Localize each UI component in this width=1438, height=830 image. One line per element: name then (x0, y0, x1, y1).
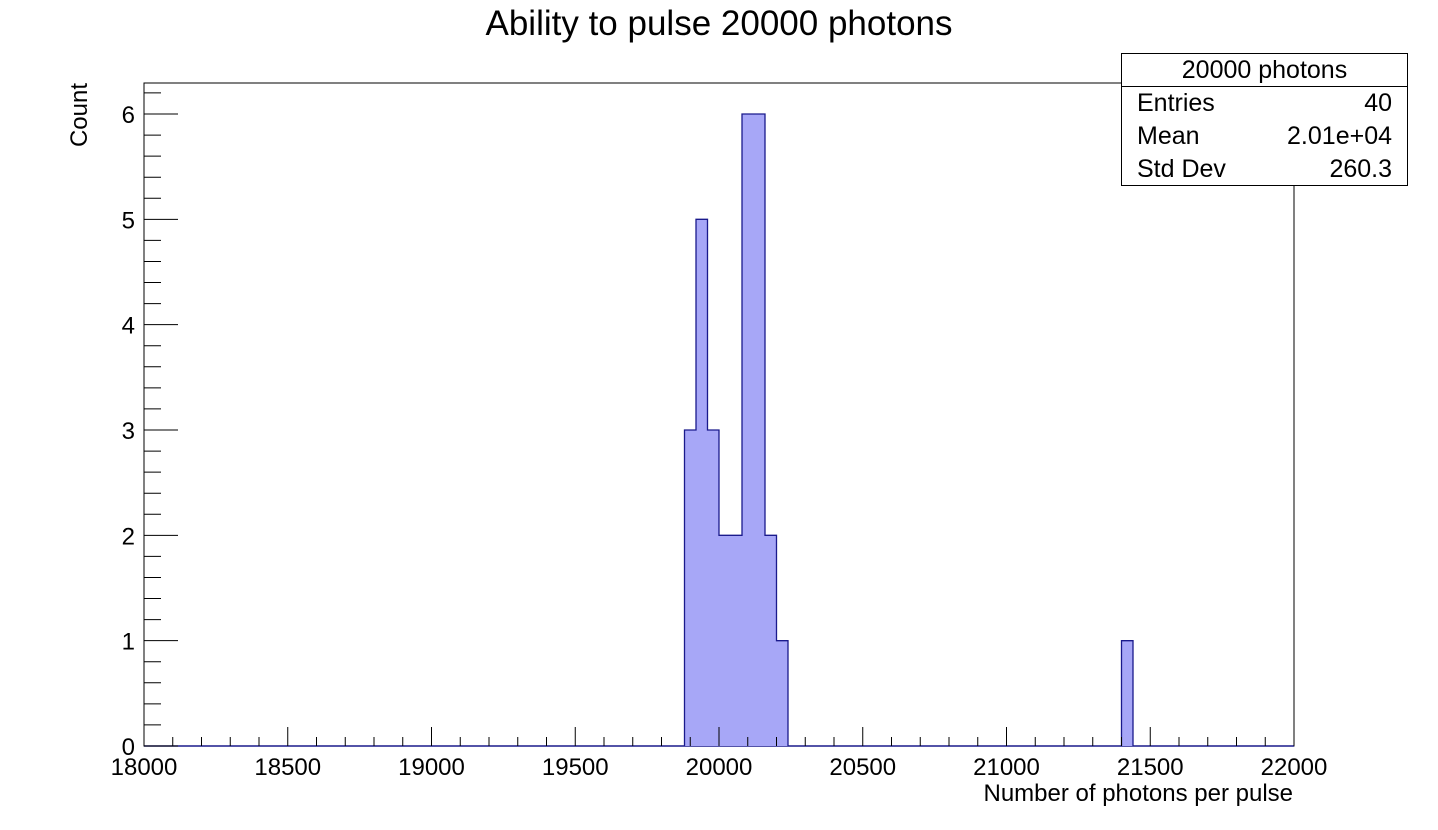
histogram-bar (765, 535, 777, 746)
x-tick-label: 22000 (1261, 754, 1328, 781)
stats-entries-label: Entries (1137, 89, 1215, 117)
histogram-bar (696, 219, 708, 747)
stats-std-dev-value: 260.3 (1329, 155, 1392, 183)
stats-mean-label: Mean (1137, 122, 1200, 150)
x-tick-label: 20500 (829, 754, 896, 781)
histogram-bar (1121, 640, 1133, 746)
chart-title: Ability to pulse 20000 photons (485, 4, 953, 43)
y-tick-label: 4 (122, 313, 135, 340)
x-tick-label: 21500 (1117, 754, 1184, 781)
y-axis-label: Count (66, 83, 93, 147)
histogram-bar (776, 640, 788, 746)
stats-box: 20000 photons Entries 40 Mean 2.01e+04 S… (1121, 53, 1408, 186)
y-tick-label: 3 (122, 418, 135, 445)
stats-entries-value: 40 (1364, 89, 1392, 117)
y-tick-label: 2 (122, 523, 135, 550)
x-tick-label: 19500 (542, 754, 609, 781)
stats-mean-value: 2.01e+04 (1287, 122, 1392, 150)
y-tick-label: 1 (122, 629, 135, 656)
y-tick-label: 6 (122, 102, 135, 129)
axes: 18000 18500 19000 19500 20000 20500 21000 21500… (111, 92, 1328, 781)
stats-row-entries: Entries 40 (1122, 87, 1407, 120)
stats-std-dev-label: Std Dev (1137, 155, 1226, 183)
stats-row-std-dev: Std Dev 260.3 (1122, 153, 1407, 186)
x-tick-label: 19000 (398, 754, 465, 781)
x-tick-label: 20000 (686, 754, 753, 781)
x-tick-label: 18500 (254, 754, 321, 781)
stats-title: 20000 photons (1122, 54, 1407, 87)
y-tick-label: 0 (122, 734, 135, 761)
y-tick-label: 5 (122, 207, 135, 234)
histogram-outline (683, 113, 1134, 746)
x-axis-label: Number of photons per pulse (983, 780, 1293, 807)
histogram-bar (684, 430, 696, 746)
histogram-bar (730, 535, 742, 746)
x-tick-label: 18000 (111, 754, 178, 781)
stats-row-mean: Mean 2.01e+04 (1122, 120, 1407, 153)
x-tick-label: 21000 (973, 754, 1040, 781)
histogram-bar (719, 535, 731, 746)
histogram-bar (707, 430, 719, 746)
histogram-bars (144, 113, 1294, 747)
histogram-bar (742, 114, 754, 746)
histogram-bar (753, 114, 765, 746)
